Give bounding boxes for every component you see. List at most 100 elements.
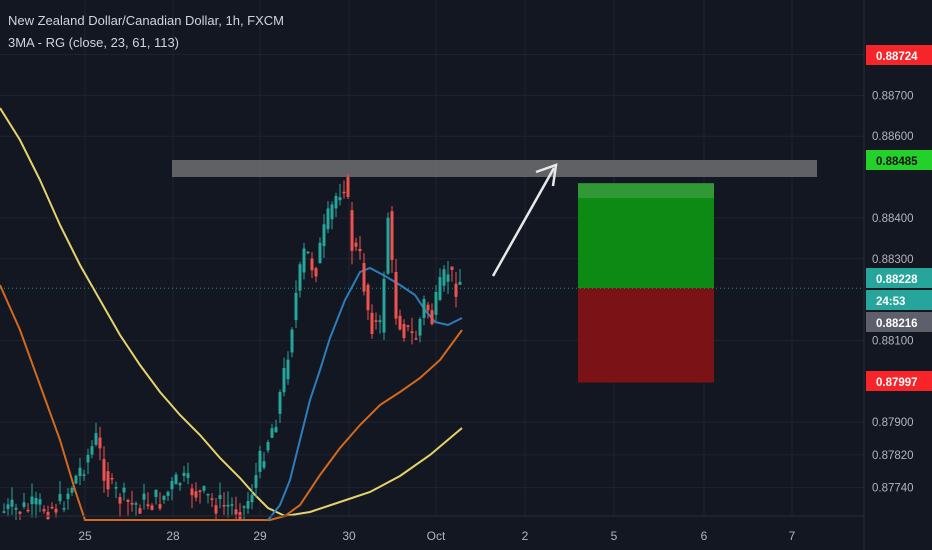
candle-body (302, 248, 306, 273)
candle-body (334, 195, 338, 209)
candle-body (42, 509, 46, 512)
candle-body (186, 473, 190, 478)
candle-body (290, 329, 294, 353)
candle-body (94, 433, 98, 445)
candle-body (442, 269, 446, 286)
candle-body (382, 278, 386, 333)
candle-body (202, 486, 206, 491)
candle-body (194, 491, 198, 498)
candle-body (422, 299, 426, 319)
candle-body (418, 319, 422, 336)
candle-body (346, 177, 350, 198)
candle-body (206, 493, 210, 496)
candle-body (326, 208, 330, 230)
candle-body (14, 507, 18, 510)
price-tick-label: 0.88400 (872, 213, 914, 225)
candle-body (374, 320, 378, 322)
candle-body (270, 428, 274, 438)
candle-body (310, 258, 314, 271)
candle-body (182, 472, 186, 476)
candle-body (318, 242, 322, 264)
candle-body (414, 338, 418, 340)
price-tag-label: 0.88485 (876, 156, 918, 168)
candle-body (162, 495, 166, 500)
candle-body (358, 248, 362, 252)
candle-body (114, 487, 118, 489)
candle-body (90, 446, 94, 455)
price-tag-bg (866, 312, 932, 332)
candle-body (242, 506, 246, 508)
time-tick-label: 30 (342, 529, 356, 543)
trade-zones (172, 160, 817, 383)
candle-body (26, 509, 30, 512)
candle-body (434, 292, 438, 315)
time-tick-label: Oct (427, 529, 446, 543)
candle-body (150, 505, 154, 510)
chart-legend: New Zealand Dollar/Canadian Dollar, 1h, … (8, 10, 284, 54)
candle-body (46, 511, 50, 520)
time-tick-label: 5 (611, 529, 618, 543)
candle-body (430, 310, 434, 325)
candle-body (134, 503, 138, 505)
candle-body (378, 320, 382, 323)
candle-body (130, 503, 134, 505)
candle-body (210, 498, 214, 500)
price-axis[interactable]: 0.888000.887000.886000.884000.883000.881… (872, 50, 914, 495)
price-tag-label: 0.88228 (876, 274, 918, 286)
candle-body (146, 504, 150, 507)
candle-body (386, 217, 390, 274)
ma-line-slow (0, 107, 463, 518)
price-tick-label: 0.88700 (872, 90, 914, 102)
arrow-head (535, 163, 558, 187)
candle-body (62, 507, 66, 510)
candle-body (178, 483, 182, 486)
candle-body (342, 191, 346, 194)
time-tick-label: 29 (253, 529, 267, 543)
candle-body (230, 504, 234, 506)
candle-body (222, 504, 226, 507)
time-tick-label: 2 (522, 529, 529, 543)
candle-body (226, 504, 230, 507)
candle-body (314, 268, 318, 277)
candle-body (366, 284, 370, 311)
time-axis[interactable]: 25 28 29 30 Oct 2 5 6 7 (78, 529, 795, 543)
candle-body (390, 211, 394, 260)
candle-body (66, 493, 70, 500)
candle-body (126, 499, 130, 502)
price-tag-label: 0.88216 (876, 318, 918, 330)
candle-body (258, 450, 262, 472)
price-tag-label: 24:53 (876, 296, 905, 308)
candle-body (58, 494, 62, 502)
candle-body (446, 274, 450, 282)
symbol-title[interactable]: New Zealand Dollar/Canadian Dollar, 1h, … (8, 13, 285, 28)
candle-body (214, 505, 218, 514)
candle-body (254, 475, 258, 488)
candle-body (74, 475, 78, 484)
candle-body (234, 509, 238, 515)
projection-arrow[interactable] (491, 163, 558, 277)
price-tick-label: 0.88300 (872, 254, 914, 266)
candle-body (22, 502, 26, 507)
price-tag-label: 0.88724 (876, 51, 918, 63)
candle-body (138, 508, 142, 514)
candle-body (102, 459, 106, 481)
candle-body (322, 224, 326, 247)
price-tag-label: 0.87997 (876, 377, 918, 389)
candle-body (218, 495, 222, 500)
resistance-zone (172, 160, 817, 177)
time-tick-label: 7 (789, 529, 796, 543)
arrow-shaft (491, 167, 556, 277)
candle-body (266, 442, 270, 451)
candle-body (426, 304, 430, 311)
price-tick-label: 0.87740 (872, 483, 914, 495)
candle-body (410, 331, 414, 334)
candle-body (354, 242, 358, 247)
candle-body (98, 437, 102, 449)
indicator-label[interactable]: 3MA - RG (close, 23, 61, 113) (8, 35, 179, 50)
candle-body (70, 487, 74, 493)
candle-body (370, 312, 374, 335)
candle-body (350, 210, 354, 251)
candle-body (402, 324, 406, 339)
candle-body (190, 488, 194, 496)
